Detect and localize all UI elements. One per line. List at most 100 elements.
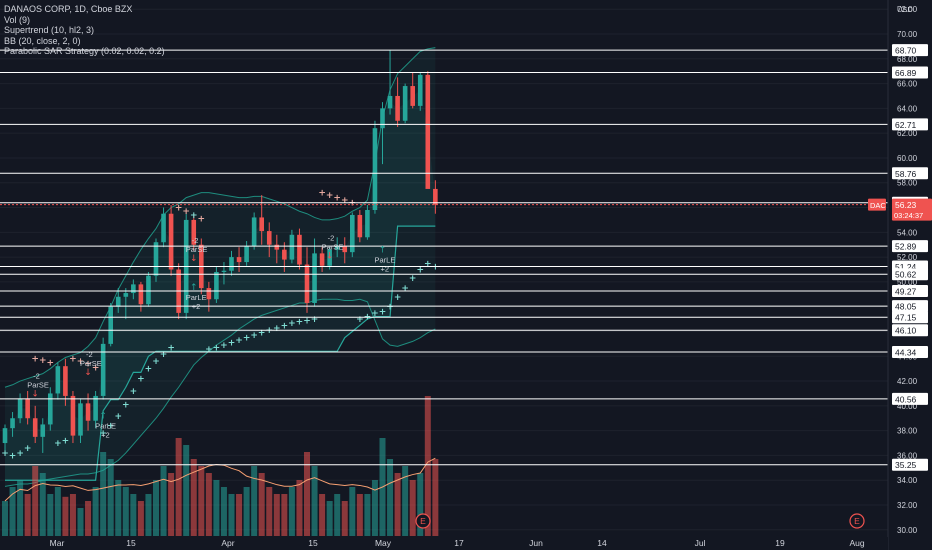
legend-parabolic-sar[interactable]: Parabolic SAR Strategy (0.02, 0.02, 0.2) bbox=[4, 46, 165, 56]
volume-bar bbox=[409, 480, 416, 536]
candle-body[interactable] bbox=[63, 366, 68, 396]
candle-body[interactable] bbox=[312, 253, 317, 303]
candle-body[interactable] bbox=[168, 213, 174, 270]
signal-arrow-down-icon: ↓ bbox=[31, 389, 39, 399]
signal-label: ParLE bbox=[375, 256, 396, 265]
candle-body[interactable] bbox=[100, 343, 106, 396]
candle-body[interactable] bbox=[274, 244, 280, 250]
price-tick: 32.00 bbox=[897, 501, 918, 510]
earnings-badge[interactable] bbox=[415, 513, 431, 529]
psar-dot: + bbox=[243, 334, 251, 344]
candle-body[interactable] bbox=[395, 95, 400, 121]
volume-bar bbox=[39, 473, 46, 536]
psar-dot: + bbox=[54, 439, 62, 449]
candle-body[interactable] bbox=[425, 74, 431, 189]
volume-bar bbox=[364, 494, 371, 536]
psar-dot: + bbox=[288, 319, 296, 329]
candle-body[interactable] bbox=[342, 245, 348, 253]
candle-body[interactable] bbox=[236, 257, 242, 263]
candle-body[interactable] bbox=[417, 74, 423, 106]
candle-body[interactable] bbox=[244, 245, 249, 263]
volume-bar bbox=[266, 487, 273, 536]
signal-arrow-up-icon: ↑ bbox=[190, 283, 198, 293]
candle-body[interactable] bbox=[229, 257, 234, 271]
candle-body[interactable] bbox=[297, 234, 302, 265]
psar-dot: + bbox=[341, 196, 349, 206]
psar-dot: + bbox=[167, 344, 175, 354]
candle-body[interactable] bbox=[131, 284, 136, 294]
psar-dot: + bbox=[99, 429, 107, 439]
candle-body[interactable] bbox=[191, 219, 197, 245]
candle-body[interactable] bbox=[161, 213, 166, 243]
candle-body[interactable] bbox=[206, 288, 212, 300]
legend-bollinger-bands[interactable]: BB (20, close, 2, 0) bbox=[4, 35, 81, 46]
current-price-label: 56.23 bbox=[895, 200, 917, 210]
candle-body[interactable] bbox=[304, 264, 310, 303]
psar-dot: + bbox=[220, 341, 228, 351]
candle-body[interactable] bbox=[289, 234, 295, 260]
candle-body[interactable] bbox=[221, 270, 227, 272]
signal-arrow-up-icon: ↑ bbox=[379, 246, 387, 256]
candle-body[interactable] bbox=[282, 249, 287, 260]
candle-body[interactable] bbox=[48, 393, 53, 425]
time-tick: 19 bbox=[775, 538, 785, 548]
psar-dot: + bbox=[416, 266, 424, 276]
candle-body[interactable] bbox=[70, 395, 76, 436]
candle-body[interactable] bbox=[93, 395, 98, 421]
candle-body[interactable] bbox=[138, 284, 144, 305]
volume-bar bbox=[17, 480, 24, 536]
candle-body[interactable] bbox=[32, 418, 38, 437]
legend-volume[interactable]: Vol (9) bbox=[4, 14, 31, 25]
candle-body[interactable] bbox=[402, 86, 408, 121]
candle-body[interactable] bbox=[85, 403, 91, 421]
level-price-tag bbox=[892, 240, 928, 253]
psar-dot: + bbox=[303, 316, 311, 326]
level-price-tag bbox=[892, 268, 928, 281]
symbol-title[interactable]: DANAOS CORP, 1D, Cboe BZX bbox=[4, 4, 133, 14]
candle-body[interactable] bbox=[55, 366, 61, 394]
candle-body[interactable] bbox=[334, 245, 340, 250]
candle-body[interactable] bbox=[78, 403, 83, 436]
candle-body[interactable] bbox=[380, 108, 385, 129]
candle-body[interactable] bbox=[357, 214, 363, 238]
volume-bar bbox=[100, 452, 107, 536]
candle-body[interactable] bbox=[146, 275, 151, 305]
level-price-label: 40.56 bbox=[895, 394, 917, 404]
candle-body[interactable] bbox=[372, 128, 378, 211]
level-price-tag bbox=[892, 311, 928, 324]
earnings-badge[interactable] bbox=[849, 513, 865, 529]
candle-body[interactable] bbox=[319, 253, 325, 266]
candle-body[interactable] bbox=[327, 249, 332, 266]
candle-body[interactable] bbox=[40, 424, 46, 437]
psar-dot: + bbox=[62, 437, 70, 447]
candle-body[interactable] bbox=[387, 95, 393, 109]
candle-body[interactable] bbox=[350, 214, 355, 253]
volume-bar bbox=[168, 473, 175, 536]
time-tick: 15 bbox=[126, 538, 136, 548]
candle-body[interactable] bbox=[17, 398, 23, 419]
candle-body[interactable] bbox=[2, 428, 8, 444]
volume-bar bbox=[371, 480, 378, 536]
candle-body[interactable] bbox=[259, 217, 264, 232]
signal-label: ParSE bbox=[27, 380, 49, 389]
candle-body[interactable] bbox=[123, 293, 129, 297]
candle-body[interactable] bbox=[214, 271, 219, 300]
candle-body[interactable] bbox=[251, 217, 257, 246]
candle-body[interactable] bbox=[115, 296, 121, 307]
level-price-label: 50.62 bbox=[895, 270, 917, 280]
candle-body[interactable] bbox=[266, 231, 272, 245]
level-price-tag bbox=[892, 284, 928, 297]
psar-dot: + bbox=[281, 321, 289, 331]
legend-supertrend[interactable]: Supertrend (10, hl2, 3) bbox=[4, 25, 95, 35]
psar-dot: + bbox=[424, 259, 432, 269]
candle-body[interactable] bbox=[365, 210, 370, 238]
signal-arrow-up-icon: ↑ bbox=[99, 412, 107, 422]
volume-bar bbox=[394, 473, 401, 536]
candle-body[interactable] bbox=[410, 86, 415, 106]
candle-body[interactable] bbox=[10, 418, 15, 429]
candle-body[interactable] bbox=[153, 242, 159, 276]
candle-body[interactable] bbox=[108, 306, 113, 344]
candle-body[interactable] bbox=[25, 398, 30, 419]
candle-body[interactable] bbox=[433, 188, 438, 205]
